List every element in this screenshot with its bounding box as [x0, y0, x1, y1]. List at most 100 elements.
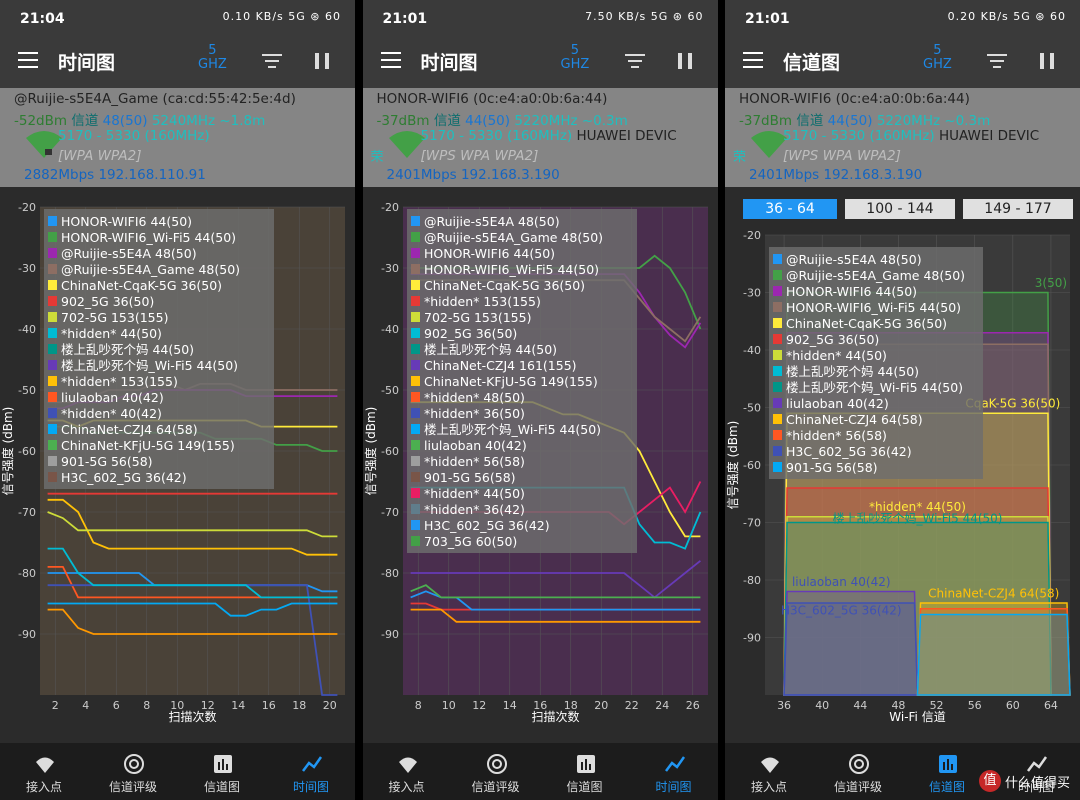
connected-ap-info[interactable]: HONOR-WIFI6 (0c:e4:a0:0b:6a:44) -37dBm 信… — [725, 88, 1080, 187]
nav-channel-rating[interactable]: 信道评级 — [814, 743, 902, 800]
legend-entry: HONOR-WIFI6 44(50) — [424, 246, 555, 261]
y-tick-label: -60 — [743, 459, 761, 472]
y-tick-label: -50 — [381, 384, 399, 397]
status-time: 21:01 — [382, 11, 428, 27]
connected-ap-info[interactable]: @Ruijie-s5E4A_Game (ca:cd:55:42:5e:4d) -… — [0, 88, 355, 187]
legend-swatch — [410, 536, 420, 546]
channel-graph-area: 36 - 64 100 - 144 149 - 177 -20 -30 -40 -50… — [725, 187, 1080, 743]
y-tick-label: -50 — [743, 402, 761, 415]
y-tick-label: -60 — [381, 445, 399, 458]
nav-label: 接入点 — [388, 780, 425, 794]
wifi-icon — [761, 757, 779, 773]
x-tick-label: 36 — [777, 699, 791, 712]
bar-chart-icon — [576, 755, 595, 773]
tab-149-177[interactable]: 149 - 177 — [963, 199, 1073, 219]
legend-entry: 901-5G 56(58) — [786, 460, 878, 475]
time-graph-area: -20 -30 -40 -50 -60 -70 -80 -90 2 4 6 8 10 12 14 16 18 20… — [0, 187, 355, 743]
legend-entry: ChinaNet-CZJ4 64(58) — [786, 412, 923, 427]
x-tick-label: 22 — [624, 699, 638, 712]
x-tick-label: 14 — [231, 699, 245, 712]
phone-panel-2: 21:01 7.50 KB/s 5G ⊛ 60 时间图 5 GHZ HONOR-W… — [362, 0, 718, 800]
menu-icon[interactable] — [18, 52, 38, 70]
legend-swatch — [773, 270, 782, 280]
filter-icon[interactable] — [262, 54, 282, 70]
filter-icon[interactable] — [987, 54, 1007, 70]
menu-icon[interactable] — [743, 52, 763, 70]
x-tick-label: 26 — [685, 699, 699, 712]
nav-channel-rating[interactable]: 信道评级 — [452, 743, 540, 800]
channel-area — [916, 613, 1071, 696]
legend-entry: HONOR-WIFI6 44(50) — [61, 214, 192, 229]
legend-entry: H3C_602_5G 36(42) — [424, 518, 550, 533]
nav-label: 时间图 — [1017, 780, 1054, 794]
time-graph-chart: -20 -30 -40 -50 -60 -70 -80 -90 2 4 6 8 10 12 14 16 18 20… — [0, 201, 345, 724]
nav-time-graph[interactable]: 时间图 — [630, 743, 718, 800]
series-line — [47, 547, 338, 599]
tab-100-144[interactable]: 100 - 144 — [845, 199, 955, 219]
legend-swatch — [48, 296, 57, 306]
nav-channel-graph[interactable]: 信道图 — [178, 743, 266, 800]
legend-swatch — [48, 408, 57, 418]
signal-strength: -37dBm — [739, 113, 793, 129]
nav-channel-rating[interactable]: 信道评级 — [89, 743, 177, 800]
legend-swatch — [410, 280, 420, 290]
legend-entry: liulaoban 40(42) — [61, 390, 164, 405]
bar-chart-icon — [939, 755, 957, 773]
legend-entry: 902_5G 36(50) — [786, 332, 879, 347]
series-line — [409, 584, 700, 599]
legend-swatch — [773, 414, 782, 424]
pause-icon[interactable] — [677, 53, 692, 69]
time-graph-area: -20 -30 -40 -50 -60 -70 -80 -90 8 10 12 14 16 18 20 22 2… — [362, 187, 718, 743]
nav-time-graph[interactable]: 时间图 — [992, 743, 1080, 800]
legend-swatch — [773, 398, 782, 408]
status-indicators: 7.50 KB/s 5G ⊛ 60 — [585, 10, 704, 23]
channel-label: 信道 — [71, 113, 99, 129]
target-icon — [486, 754, 507, 774]
rate-ip: 2882Mbps 192.168.110.91 — [24, 167, 206, 183]
time-graph-chart: -20 -30 -40 -50 -60 -70 -80 -90 8 10 12 14 16 18 20 22 2… — [363, 201, 708, 724]
channel-value: 48(50) — [102, 113, 148, 129]
legend-swatch — [48, 424, 57, 434]
filter-icon[interactable] — [624, 54, 645, 70]
x-tick-label: 16 — [533, 699, 547, 712]
nav-channel-graph[interactable]: 信道图 — [541, 743, 629, 800]
legend-swatch — [410, 424, 420, 434]
tab-36-64[interactable]: 36 - 64 — [743, 199, 837, 219]
nav-access-points[interactable]: 接入点 — [725, 743, 813, 800]
legend-swatch — [48, 328, 57, 338]
pause-icon[interactable] — [1040, 53, 1054, 69]
nav-label: 信道评级 — [108, 780, 157, 794]
y-tick-label: -90 — [743, 632, 761, 645]
legend-swatch — [410, 440, 420, 450]
band-number: 5 — [933, 43, 942, 58]
app-bar: 时间图 5 GHZ — [0, 36, 355, 88]
connected-ap-info[interactable]: HONOR-WIFI6 (0c:e4:a0:0b:6a:44) -37dBm 信… — [362, 88, 718, 187]
nav-label: 信道图 — [566, 780, 603, 794]
freq-range: 5170 - 5330 (160MHz) HUAWEI DEVIC — [421, 128, 677, 144]
band-toggle-button[interactable]: 5 GHZ — [561, 44, 590, 72]
signal-strength: -37dBm — [376, 113, 430, 129]
legend-entry: 楼上乱吵死个妈_Wi-Fi5 44(50) — [61, 358, 238, 373]
nav-access-points[interactable]: 接入点 — [363, 743, 451, 800]
menu-icon[interactable] — [380, 52, 401, 70]
nav-access-points[interactable]: 接入点 — [0, 743, 88, 800]
status-bar: 21:01 7.50 KB/s 5G ⊛ 60 — [362, 0, 718, 36]
ssid-line: HONOR-WIFI6 (0c:e4:a0:0b:6a:44) — [739, 91, 970, 107]
channel-range-tabs: 36 - 64 100 - 144 149 - 177 — [725, 199, 1080, 219]
pause-icon[interactable] — [315, 53, 329, 69]
y-tick-label: -40 — [18, 323, 36, 336]
band-toggle-button[interactable]: 5 GHZ — [923, 44, 952, 72]
bottom-navigation: 接入点 信道评级 信道图 时间图 — [725, 743, 1080, 800]
nav-time-graph[interactable]: 时间图 — [267, 743, 355, 800]
x-axis-label: 扫描次数 — [531, 709, 579, 724]
legend-entry: @Ruijie-s5E4A_Game 48(50) — [424, 230, 603, 245]
security: [WPS WPA WPA2] — [783, 148, 901, 164]
legend-swatch — [48, 376, 57, 386]
nav-label: 信道图 — [928, 780, 965, 794]
area-label: 3(50) — [1035, 276, 1067, 290]
freq-distance: 5220MHz ~0.3m — [876, 113, 991, 129]
channel-label: 信道 — [796, 113, 824, 129]
band-toggle-button[interactable]: 5 GHZ — [198, 44, 227, 72]
legend-swatch — [48, 264, 57, 274]
nav-channel-graph[interactable]: 信道图 — [903, 743, 991, 800]
